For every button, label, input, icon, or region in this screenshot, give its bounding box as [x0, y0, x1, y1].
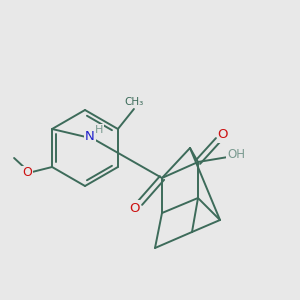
Text: H: H: [95, 125, 103, 135]
Text: O: O: [129, 202, 139, 214]
Text: O: O: [218, 128, 228, 142]
Text: OH: OH: [227, 148, 245, 161]
Text: CH₃: CH₃: [124, 97, 143, 107]
Text: O: O: [22, 167, 32, 179]
Text: N: N: [85, 130, 95, 143]
